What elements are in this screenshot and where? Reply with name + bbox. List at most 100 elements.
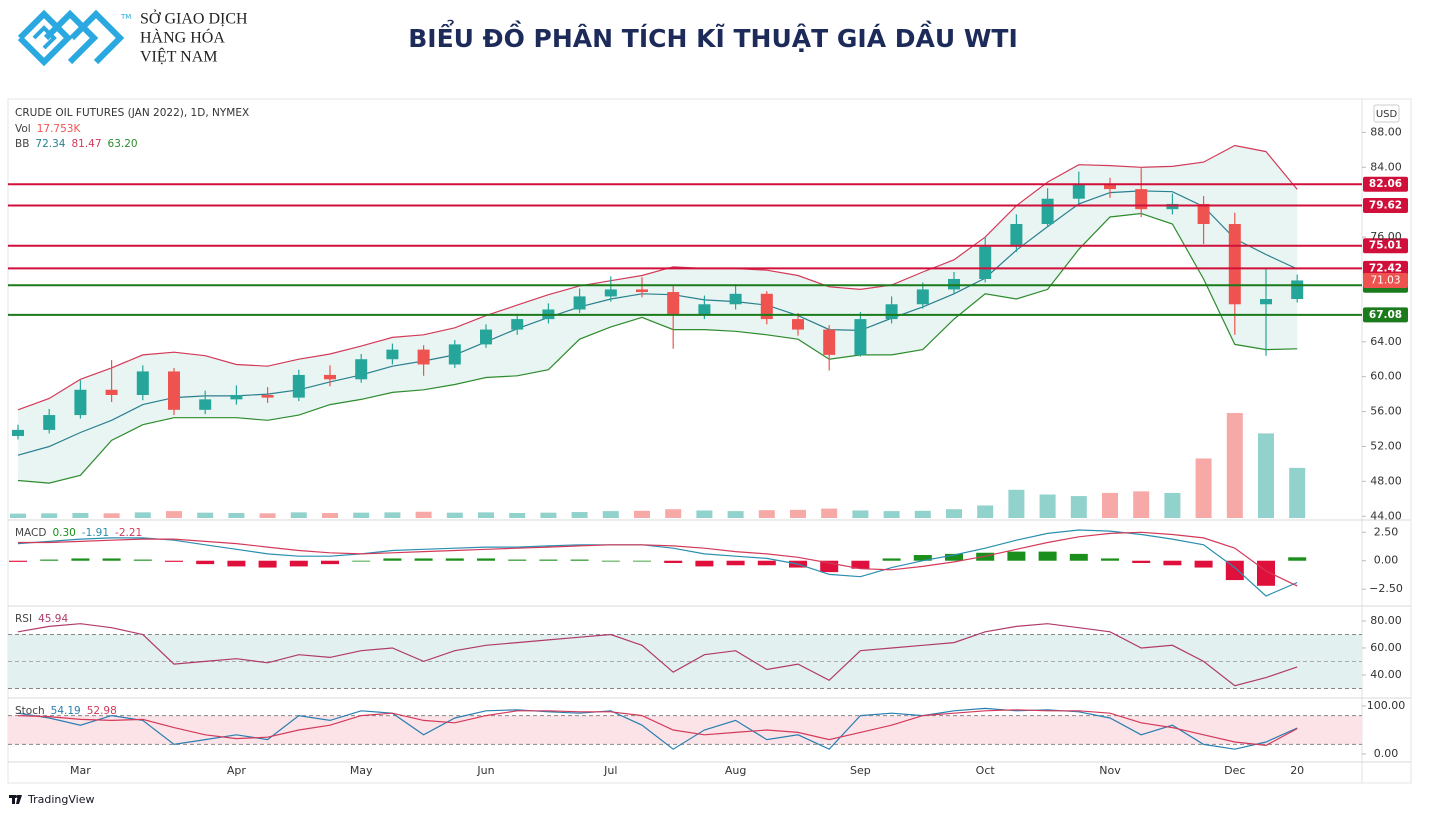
macd-histogram-bar <box>1038 551 1057 561</box>
candle-body <box>1228 224 1241 305</box>
macd-histogram-bar <box>664 560 683 563</box>
level-tag <box>1363 307 1408 323</box>
volume-bar <box>1039 494 1056 518</box>
candle-body <box>230 394 243 400</box>
macd-histogram-bar <box>695 560 714 567</box>
currency-label: USD <box>1376 109 1398 120</box>
level-tag <box>1363 176 1408 192</box>
legend-value: -1.91 <box>82 527 109 539</box>
volume-bar <box>883 511 900 518</box>
candle-body <box>1041 198 1054 225</box>
candle-body <box>511 319 524 330</box>
volume-bar <box>602 511 619 518</box>
legend-value: 17.753K <box>37 123 82 135</box>
macd-histogram-bar <box>601 560 620 562</box>
volume-bar <box>1102 492 1118 518</box>
volume-bar <box>384 512 401 518</box>
macd-histogram-bar <box>726 560 745 566</box>
macd-histogram-bar <box>820 560 839 573</box>
volume-bar <box>72 512 89 518</box>
macd-histogram-bar <box>1257 560 1275 586</box>
macd-histogram-bar <box>1194 560 1213 568</box>
macd-histogram-bar <box>40 559 59 561</box>
logo-text: SỞ GIAO DỊCH <box>140 9 248 28</box>
candle-body <box>979 246 992 279</box>
macd-histogram-bar <box>945 553 963 561</box>
legend-value: 72.34 <box>35 138 65 150</box>
logo-shape <box>32 25 57 50</box>
y-tick-label: 80.00 <box>1370 614 1402 627</box>
volume-bar <box>540 512 557 518</box>
macd-histogram-bar <box>196 560 215 565</box>
y-tick-label: 52.00 <box>1370 439 1402 452</box>
volume-bar <box>758 510 775 518</box>
y-tick-label: 64.00 <box>1370 335 1402 348</box>
candle-body <box>1072 183 1085 199</box>
macd-histogram-bar <box>414 558 433 561</box>
currency-box[interactable] <box>1373 104 1400 123</box>
logo-shape <box>12 795 15 804</box>
stoch-d-line <box>17 709 1298 747</box>
candle-body <box>636 289 648 293</box>
x-tick-label: Jun <box>476 764 494 777</box>
candle-body <box>1166 203 1179 210</box>
candle-body <box>324 374 336 380</box>
y-tick-label: 88.00 <box>1370 125 1402 138</box>
legend-value: 45.94 <box>38 613 68 625</box>
macd-histogram-bar <box>477 558 495 561</box>
macd-histogram-bar <box>633 560 651 562</box>
y-tick-label: 40.00 <box>1370 668 1402 681</box>
volume-bar <box>1070 496 1087 518</box>
logo-text: VIỆT NAM <box>140 47 217 66</box>
candle-body <box>604 289 617 297</box>
logo-shape <box>69 9 125 65</box>
volume-bar <box>103 513 120 518</box>
macd-histogram-bar <box>1163 560 1182 566</box>
volume-bar <box>322 512 338 518</box>
y-tick-label: 2.50 <box>1374 525 1399 538</box>
page-title: BIỂU ĐỒ PHÂN TÍCH KĨ THUẬT GIÁ DẦU WTI <box>408 19 1018 53</box>
volume-bar <box>914 510 931 518</box>
volume-bar <box>10 513 26 518</box>
candle-body <box>199 399 212 410</box>
volume-bar <box>166 511 182 518</box>
macd-histogram-bar <box>570 559 589 561</box>
x-tick-label: May <box>350 764 373 777</box>
x-tick-label: 20 <box>1290 764 1304 777</box>
y-tick-label: 0.00 <box>1374 747 1399 760</box>
volume-bar <box>41 513 58 518</box>
signal-line <box>18 531 1298 587</box>
volume-bar <box>1258 433 1274 518</box>
macd-histogram-bar <box>289 560 308 567</box>
y-tick-label: −2.50 <box>1369 582 1403 595</box>
volume-bar <box>571 512 588 518</box>
candle-body <box>1104 183 1116 190</box>
candle-body <box>136 371 149 395</box>
legend-label: RSI <box>15 613 32 625</box>
last-price-tag <box>1363 272 1408 288</box>
candle-body <box>355 359 368 380</box>
volume-bar <box>353 512 370 518</box>
macd-line <box>17 529 1298 597</box>
candle-body <box>1291 280 1304 300</box>
macd-histogram-bar <box>882 558 901 561</box>
x-tick-label: Sep <box>850 764 871 777</box>
volume-bar <box>946 509 962 518</box>
macd-histogram-bar <box>1007 551 1026 561</box>
macd-histogram-bar <box>508 559 527 561</box>
candle-body <box>292 374 305 398</box>
volume-bar <box>821 508 838 518</box>
volume-bar <box>478 512 494 518</box>
level-tag <box>1363 198 1408 214</box>
candle-body <box>948 278 960 290</box>
candle-body <box>1135 189 1148 210</box>
x-tick-label: Mar <box>70 764 91 777</box>
legend-value: 54.19 <box>51 705 81 717</box>
candle-body <box>760 293 773 320</box>
volume-bar <box>1133 491 1150 518</box>
footer-brand: TradingView <box>27 793 94 806</box>
candle-body <box>792 319 804 330</box>
macd-histogram-bar <box>1069 553 1088 561</box>
